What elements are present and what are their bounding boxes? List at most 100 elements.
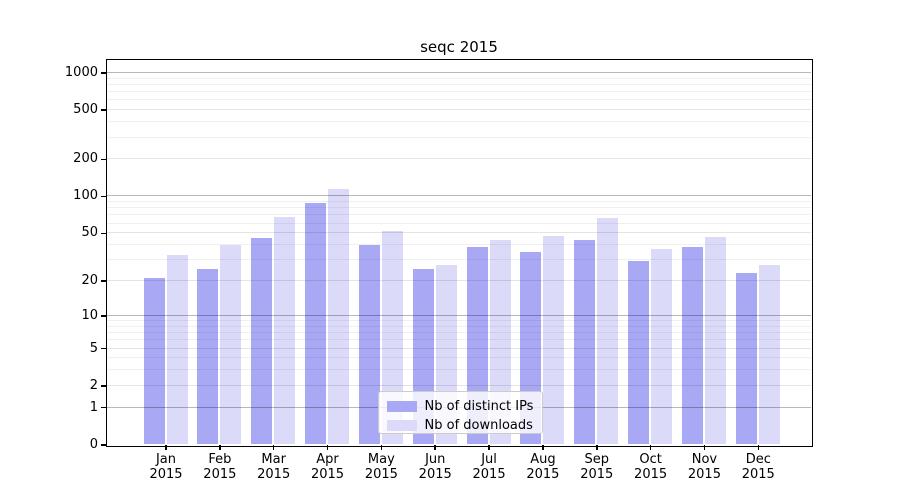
x-tick-label-apr: Apr 2015 bbox=[310, 452, 345, 482]
x-tick-label-mar: Mar 2015 bbox=[257, 452, 291, 482]
x-tick-label-feb: Feb 2015 bbox=[203, 452, 237, 482]
x-tick-label-aug: Aug 2015 bbox=[526, 452, 560, 482]
x-tick-mark-may bbox=[380, 445, 383, 450]
y-tick-mark-1 bbox=[101, 406, 107, 409]
bar-nov-distinct-ips bbox=[681, 247, 703, 445]
bar-oct-distinct-ips bbox=[628, 261, 650, 445]
y-tick-label-1000: 1000 bbox=[64, 64, 98, 80]
bar-jan-distinct-ips bbox=[143, 278, 165, 445]
gridline-900 bbox=[106, 77, 811, 79]
x-tick-label-nov: Nov 2015 bbox=[687, 452, 721, 482]
x-tick-mark-apr bbox=[326, 445, 329, 450]
y-tick-label-10: 10 bbox=[81, 307, 98, 323]
x-tick-mark-mar bbox=[272, 445, 275, 450]
bar-sep-distinct-ips bbox=[574, 239, 596, 445]
x-tick-label-oct: Oct 2015 bbox=[634, 452, 668, 482]
gridline-700 bbox=[106, 91, 811, 93]
gridline-20 bbox=[106, 280, 811, 282]
bar-apr-downloads bbox=[328, 188, 350, 445]
y-tick-mark-2 bbox=[101, 385, 107, 387]
gridline-6 bbox=[106, 339, 811, 341]
y-tick-label-200: 200 bbox=[73, 151, 98, 167]
legend-label-distinct-ips: Nb of distinct IPs bbox=[424, 398, 534, 414]
y-tick-label-5: 5 bbox=[89, 340, 98, 356]
gridline-7 bbox=[106, 332, 811, 334]
gridline-200 bbox=[106, 158, 811, 160]
y-tick-mark-500 bbox=[101, 109, 107, 111]
gridline-60 bbox=[106, 222, 811, 224]
x-tick-label-jan: Jan 2015 bbox=[149, 452, 183, 482]
bar-dec-distinct-ips bbox=[735, 273, 757, 445]
gridline-1000 bbox=[106, 71, 811, 73]
y-tick-label-50: 50 bbox=[81, 225, 98, 241]
bar-oct-downloads bbox=[651, 248, 673, 445]
bar-jan-downloads bbox=[166, 254, 188, 445]
y-tick-mark-200 bbox=[101, 158, 107, 161]
bar-aug-downloads bbox=[543, 236, 565, 445]
x-tick-mark-nov bbox=[703, 445, 706, 450]
gridline-4 bbox=[106, 357, 811, 359]
y-tick-mark-10 bbox=[101, 315, 107, 317]
bar-may-distinct-ips bbox=[358, 244, 380, 445]
y-tick-label-100: 100 bbox=[73, 188, 98, 204]
y-tick-label-500: 500 bbox=[73, 102, 98, 118]
gridline-600 bbox=[106, 99, 811, 101]
gridline-40 bbox=[106, 244, 811, 245]
x-tick-mark-sep bbox=[596, 445, 598, 450]
gridlines-layer bbox=[106, 60, 811, 445]
y-tick-mark-1000 bbox=[101, 72, 107, 74]
x-tick-label-dec: Dec 2015 bbox=[741, 452, 775, 482]
x-tick-mark-dec bbox=[757, 445, 760, 450]
y-tick-label-20: 20 bbox=[81, 273, 98, 289]
y-tick-mark-100 bbox=[101, 195, 107, 198]
x-tick-label-jul: Jul 2015 bbox=[472, 452, 506, 482]
legend: Nb of distinct IPs Nb of downloads bbox=[377, 390, 543, 435]
x-tick-label-sep: Sep 2015 bbox=[580, 452, 614, 482]
x-tick-label-may: May 2015 bbox=[364, 452, 398, 482]
y-tick-mark-0 bbox=[101, 444, 107, 446]
legend-label-downloads: Nb of downloads bbox=[424, 417, 533, 433]
x-tick-label-jun: Jun 2015 bbox=[418, 452, 452, 482]
legend-entry-distinct-ips: Nb of distinct IPs bbox=[386, 397, 542, 416]
gridline-8 bbox=[106, 325, 811, 327]
x-tick-mark-jul bbox=[488, 445, 490, 450]
y-tick-mark-5 bbox=[101, 347, 107, 350]
bar-apr-distinct-ips bbox=[305, 203, 327, 445]
y-tick-label-2: 2 bbox=[89, 377, 98, 393]
y-tick-label-1: 1 bbox=[89, 399, 98, 415]
gridline-2 bbox=[106, 384, 811, 386]
x-tick-mark-feb bbox=[219, 445, 221, 450]
bar-nov-downloads bbox=[704, 237, 726, 445]
gridline-3 bbox=[106, 369, 811, 371]
legend-swatch-downloads bbox=[386, 419, 417, 431]
bar-feb-downloads bbox=[220, 244, 242, 445]
y-tick-mark-50 bbox=[101, 232, 107, 234]
gridline-50 bbox=[106, 232, 811, 234]
bar-mar-downloads bbox=[274, 217, 296, 445]
plot-area: Nb of distinct IPs Nb of downloads bbox=[105, 58, 813, 447]
legend-entry-downloads: Nb of downloads bbox=[386, 416, 542, 435]
y-tick-mark-20 bbox=[101, 280, 107, 282]
gridline-5 bbox=[106, 347, 811, 349]
x-tick-mark-aug bbox=[542, 445, 544, 450]
gridline-10 bbox=[106, 314, 811, 316]
gridline-300 bbox=[106, 136, 811, 138]
gridline-500 bbox=[106, 109, 811, 111]
legend-swatch-distinct-ips bbox=[386, 400, 417, 412]
gridline-9 bbox=[106, 320, 811, 321]
x-tick-mark-jan bbox=[165, 445, 167, 450]
y-tick-label-0: 0 bbox=[89, 437, 98, 452]
x-tick-mark-jun bbox=[434, 445, 436, 450]
gridline-100 bbox=[106, 195, 811, 197]
gridline-400 bbox=[106, 121, 811, 123]
gridline-90 bbox=[106, 201, 811, 203]
bar-feb-distinct-ips bbox=[197, 269, 219, 445]
bar-sep-downloads bbox=[597, 218, 619, 445]
gridline-70 bbox=[106, 214, 811, 216]
x-tick-mark-oct bbox=[649, 445, 652, 450]
chart-title: seqc 2015 bbox=[420, 38, 498, 56]
bar-mar-distinct-ips bbox=[251, 238, 273, 445]
gridline-80 bbox=[106, 207, 811, 209]
gridline-800 bbox=[106, 83, 811, 85]
